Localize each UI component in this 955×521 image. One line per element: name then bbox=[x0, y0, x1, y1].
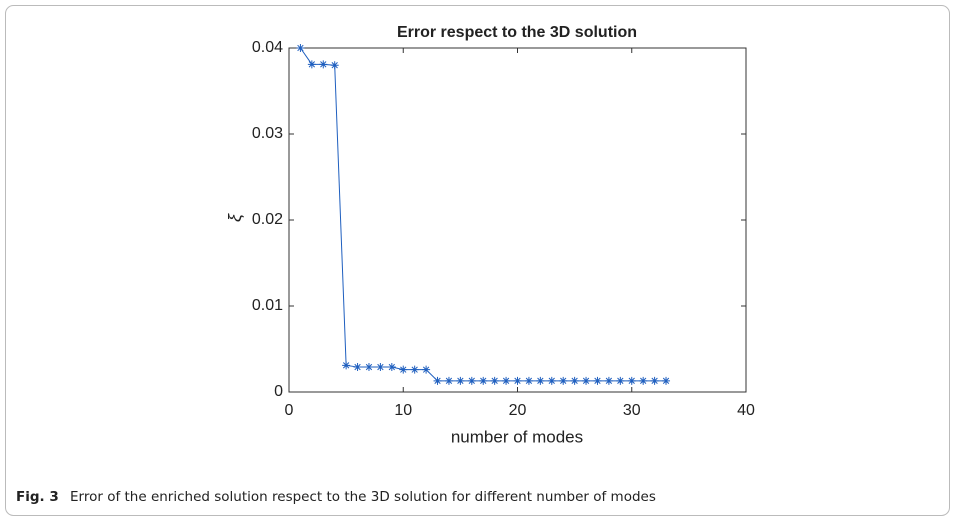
marker bbox=[593, 376, 602, 385]
x-tick-label: 0 bbox=[285, 402, 294, 419]
marker bbox=[410, 365, 419, 374]
marker bbox=[559, 376, 568, 385]
marker bbox=[604, 376, 613, 385]
marker bbox=[353, 363, 362, 372]
marker bbox=[444, 376, 453, 385]
y-tick-label: 0.03 bbox=[252, 125, 283, 142]
plot-area bbox=[288, 47, 747, 393]
caption-text: Error of the enriched solution respect t… bbox=[70, 489, 656, 505]
x-tick-label: 10 bbox=[394, 402, 412, 419]
caption-label: Fig. 3 bbox=[16, 489, 59, 505]
marker bbox=[513, 376, 522, 385]
x-axis-label: number of modes bbox=[451, 427, 583, 446]
marker bbox=[399, 365, 408, 374]
marker bbox=[296, 44, 305, 52]
marker bbox=[582, 376, 591, 385]
chart-title: Error respect to the 3D solution bbox=[397, 24, 637, 41]
marker bbox=[650, 376, 659, 385]
marker bbox=[502, 376, 511, 385]
marker bbox=[456, 376, 465, 385]
x-tick-label: 40 bbox=[737, 402, 755, 419]
marker bbox=[662, 376, 671, 385]
marker bbox=[547, 376, 556, 385]
marker bbox=[570, 376, 579, 385]
marker bbox=[330, 61, 339, 70]
marker bbox=[342, 361, 351, 370]
y-axis-label: ξ bbox=[225, 213, 245, 222]
marker bbox=[387, 363, 396, 372]
marker bbox=[307, 60, 316, 69]
figure-frame bbox=[5, 5, 950, 516]
marker bbox=[616, 376, 625, 385]
marker bbox=[536, 376, 545, 385]
x-tick-label: 30 bbox=[623, 402, 641, 419]
data-line bbox=[300, 47, 667, 382]
marker bbox=[490, 376, 499, 385]
y-tick-label: 0.04 bbox=[252, 39, 283, 56]
y-tick-label: 0 bbox=[274, 383, 283, 400]
marker bbox=[627, 376, 636, 385]
marker bbox=[422, 365, 431, 374]
marker bbox=[639, 376, 648, 385]
marker bbox=[467, 376, 476, 385]
y-tick-label: 0.02 bbox=[252, 211, 283, 228]
y-tick-label: 0.01 bbox=[252, 297, 283, 314]
marker bbox=[524, 376, 533, 385]
x-tick-label: 20 bbox=[509, 402, 527, 419]
marker bbox=[376, 363, 385, 372]
marker bbox=[433, 376, 442, 385]
marker bbox=[479, 376, 488, 385]
marker bbox=[364, 363, 373, 372]
marker bbox=[319, 60, 328, 69]
